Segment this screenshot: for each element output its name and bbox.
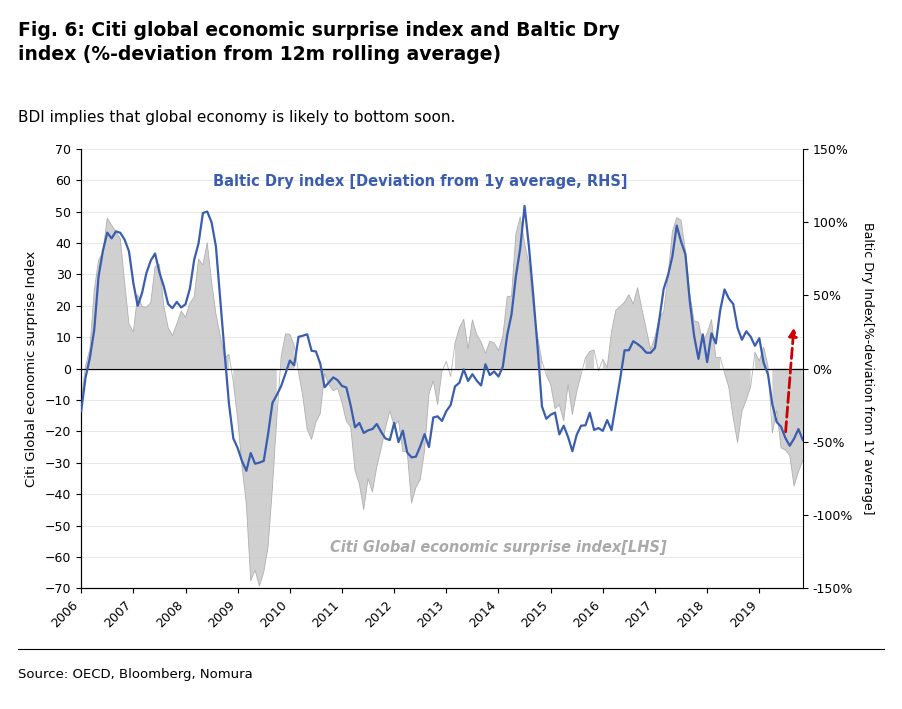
Text: Citi Global economic surprise index[LHS]: Citi Global economic surprise index[LHS] [330,540,667,555]
Text: Source: OECD, Bloomberg, Nomura: Source: OECD, Bloomberg, Nomura [18,668,253,681]
Y-axis label: Baltic Dry Index[%-deviation from 1Y average]: Baltic Dry Index[%-deviation from 1Y ave… [861,223,874,515]
Text: BDI implies that global economy is likely to bottom soon.: BDI implies that global economy is likel… [18,110,456,125]
Y-axis label: Citi Global economic surprise Index: Citi Global economic surprise Index [25,250,38,487]
Text: Baltic Dry index [Deviation from 1y average, RHS]: Baltic Dry index [Deviation from 1y aver… [213,174,628,189]
Text: Fig. 6: Citi global economic surprise index and Baltic Dry
index (%-deviation fr: Fig. 6: Citi global economic surprise in… [18,21,620,64]
